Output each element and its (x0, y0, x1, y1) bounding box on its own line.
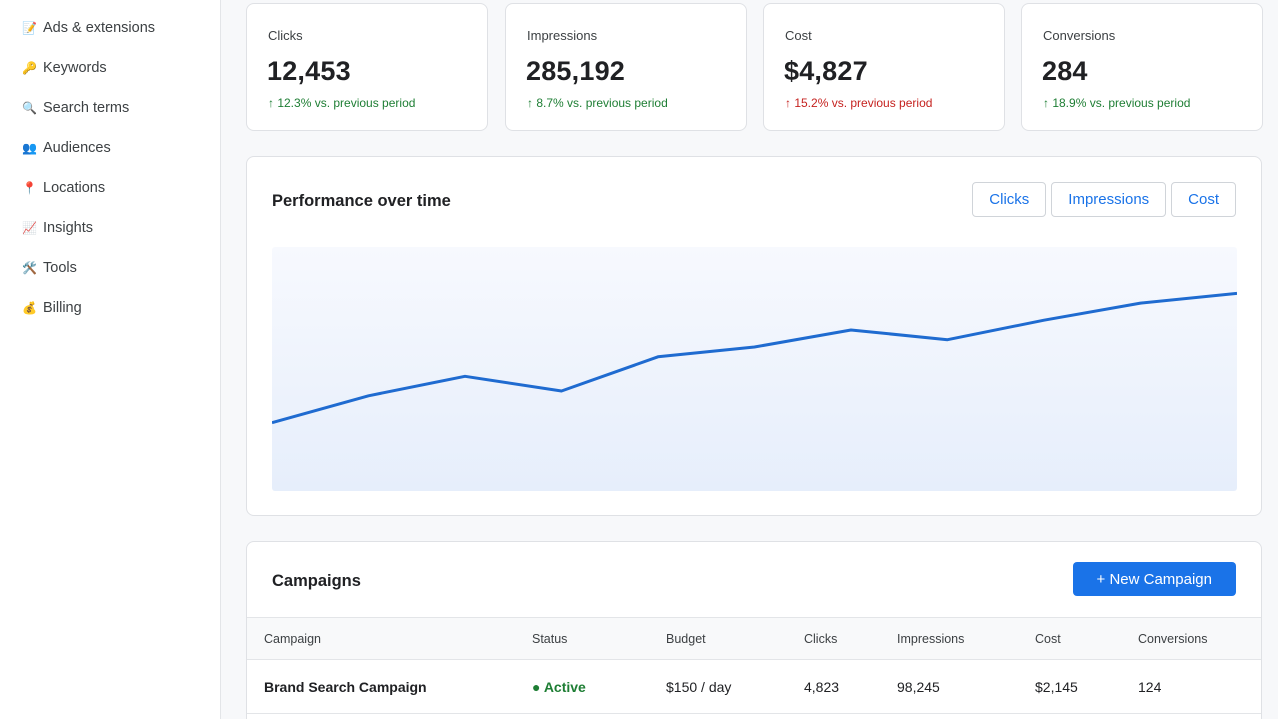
table-row[interactable]: Brand Search Campaign ● Active $150 / da… (247, 660, 1261, 714)
sidebar-item-insights[interactable]: 📈 Insights (22, 216, 93, 240)
sidebar-item-label: Tools (43, 260, 77, 276)
table-header: Campaign Status Budget Clicks Impression… (247, 617, 1261, 660)
sidebar-item-label: Audiences (43, 140, 111, 156)
sidebar-item-label: Keywords (43, 60, 107, 76)
sidebar-item-audiences[interactable]: 👥 Audiences (22, 136, 111, 160)
performance-line-chart (272, 247, 1237, 491)
column-header-conversions[interactable]: Conversions (1138, 632, 1208, 646)
pin-icon: 📍 (22, 181, 37, 195)
sidebar-item-label: Billing (43, 300, 82, 316)
sidebar-item-label: Ads & extensions (43, 20, 156, 36)
people-icon: 👥 (22, 141, 37, 155)
new-campaign-button[interactable]: + New Campaign (1072, 562, 1236, 596)
sidebar-item-search-terms[interactable]: 🔍 Search terms (22, 96, 129, 120)
sidebar-item-ads-extensions[interactable]: 📝 Ads & extensions (22, 16, 155, 40)
metric-change: ↑ 12.3% vs. previous period (268, 96, 416, 110)
metric-value: 285,192 (526, 56, 625, 86)
campaign-name[interactable]: Brand Search Campaign (264, 679, 427, 695)
column-header-clicks[interactable]: Clicks (804, 632, 838, 646)
metric-change: ↑ 8.7% vs. previous period (527, 96, 668, 110)
campaign-budget: $150 / day (666, 679, 732, 695)
metric-card-conversions: Conversions 284 ↑ 18.9% vs. previous per… (1021, 3, 1263, 131)
sidebar-item-locations[interactable]: 📍 Locations (22, 176, 105, 200)
campaigns-title: Campaigns (272, 572, 361, 590)
sidebar-item-billing[interactable]: 💰 Billing (22, 296, 82, 320)
chart-title: Performance over time (272, 192, 451, 210)
sidebar-item-label: Insights (43, 220, 93, 236)
column-header-budget[interactable]: Budget (666, 632, 706, 646)
metric-change: ↑ 18.9% vs. previous period (1043, 96, 1191, 110)
metric-label: Conversions (1043, 28, 1116, 43)
memo-icon: 📝 (22, 21, 37, 35)
money-bag-icon: 💰 (22, 301, 37, 315)
tools-icon: 🛠️ (22, 261, 37, 275)
toggle-impressions-button[interactable]: Impressions (1051, 182, 1167, 217)
column-header-status[interactable]: Status (532, 632, 568, 646)
column-header-cost[interactable]: Cost (1035, 632, 1061, 646)
campaigns-card: Campaigns + New Campaign Campaign Status… (246, 541, 1262, 719)
toggle-cost-button[interactable]: Cost (1171, 182, 1236, 217)
column-header-campaign[interactable]: Campaign (264, 632, 321, 646)
campaign-impressions: 98,245 (897, 679, 940, 695)
sidebar-item-keywords[interactable]: 🔑 Keywords (22, 56, 107, 80)
performance-chart-card: Performance over time Clicks Impressions… (246, 156, 1262, 516)
chart-up-icon: 📈 (22, 221, 37, 235)
metric-label: Clicks (268, 28, 303, 43)
campaign-conversions: 124 (1138, 679, 1162, 695)
metric-value: $4,827 (784, 56, 868, 86)
key-icon: 🔑 (22, 61, 37, 75)
metric-card-cost: Cost $4,827 ↑ 15.2% vs. previous period (763, 3, 1005, 131)
sidebar-item-tools[interactable]: 🛠️ Tools (22, 256, 77, 280)
sidebar-item-label: Locations (43, 180, 106, 196)
metric-value: 12,453 (267, 56, 351, 86)
metric-change: ↑ 15.2% vs. previous period (785, 96, 933, 110)
metric-label: Impressions (527, 28, 598, 43)
metric-card-impressions: Impressions 285,192 ↑ 8.7% vs. previous … (505, 3, 747, 131)
metric-label: Cost (785, 28, 812, 43)
campaign-clicks: 4,823 (804, 679, 840, 695)
column-header-impressions[interactable]: Impressions (897, 632, 965, 646)
status-badge: ● Active (532, 679, 586, 695)
toggle-clicks-button[interactable]: Clicks (972, 182, 1047, 217)
metric-value: 284 (1042, 56, 1088, 86)
chart-metric-toggle: Clicks Impressions Cost (972, 182, 1236, 217)
campaign-cost: $2,145 (1035, 679, 1078, 695)
chart-background (272, 247, 1237, 491)
sidebar-item-label: Search terms (43, 100, 130, 116)
metric-card-clicks: Clicks 12,453 ↑ 12.3% vs. previous perio… (246, 3, 488, 131)
sidebar: 📝 Ads & extensions 🔑 Keywords 🔍 Search t… (0, 0, 221, 719)
magnifier-icon: 🔍 (22, 101, 37, 115)
